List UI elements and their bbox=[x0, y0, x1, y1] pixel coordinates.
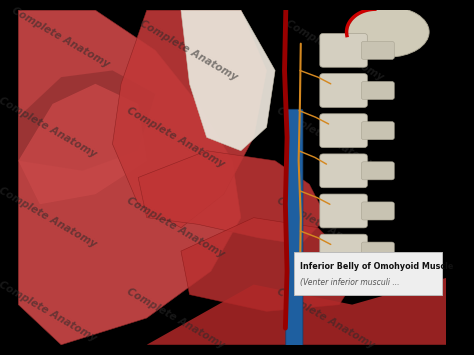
FancyBboxPatch shape bbox=[361, 122, 394, 140]
Text: Complete Anatomy: Complete Anatomy bbox=[275, 196, 376, 260]
Text: Complete Anatomy: Complete Anatomy bbox=[275, 286, 376, 350]
Polygon shape bbox=[147, 278, 446, 345]
FancyBboxPatch shape bbox=[320, 114, 367, 148]
Text: Complete Anatomy: Complete Anatomy bbox=[283, 18, 385, 82]
Text: Complete Anatomy: Complete Anatomy bbox=[125, 105, 227, 169]
FancyBboxPatch shape bbox=[361, 202, 394, 220]
Text: (Venter inferior musculi ...: (Venter inferior musculi ... bbox=[300, 278, 400, 287]
FancyBboxPatch shape bbox=[320, 154, 367, 188]
Polygon shape bbox=[181, 218, 361, 311]
Polygon shape bbox=[18, 70, 155, 171]
FancyBboxPatch shape bbox=[361, 41, 394, 59]
Text: Complete Anatomy: Complete Anatomy bbox=[0, 186, 98, 250]
Text: Complete Anatomy: Complete Anatomy bbox=[0, 279, 98, 343]
Polygon shape bbox=[138, 151, 327, 244]
Text: Complete Anatomy: Complete Anatomy bbox=[125, 286, 227, 350]
FancyBboxPatch shape bbox=[293, 252, 442, 295]
Text: Complete Anatomy: Complete Anatomy bbox=[275, 105, 376, 169]
FancyBboxPatch shape bbox=[320, 194, 367, 228]
Polygon shape bbox=[18, 10, 241, 345]
FancyBboxPatch shape bbox=[320, 73, 367, 108]
Polygon shape bbox=[18, 84, 147, 204]
FancyBboxPatch shape bbox=[320, 234, 367, 268]
Text: Complete Anatomy: Complete Anatomy bbox=[10, 5, 111, 69]
Text: Complete Anatomy: Complete Anatomy bbox=[125, 196, 227, 260]
Text: Complete Anatomy: Complete Anatomy bbox=[138, 18, 239, 82]
FancyBboxPatch shape bbox=[361, 242, 394, 260]
Text: Complete Anatomy: Complete Anatomy bbox=[0, 95, 98, 159]
Text: Inferior Belly of Omohyoid Muscle: Inferior Belly of Omohyoid Muscle bbox=[300, 262, 453, 271]
FancyBboxPatch shape bbox=[361, 162, 394, 180]
FancyBboxPatch shape bbox=[361, 82, 394, 99]
Polygon shape bbox=[112, 10, 266, 228]
FancyBboxPatch shape bbox=[320, 33, 367, 67]
FancyBboxPatch shape bbox=[286, 109, 303, 346]
Polygon shape bbox=[181, 10, 275, 151]
Ellipse shape bbox=[348, 7, 429, 57]
